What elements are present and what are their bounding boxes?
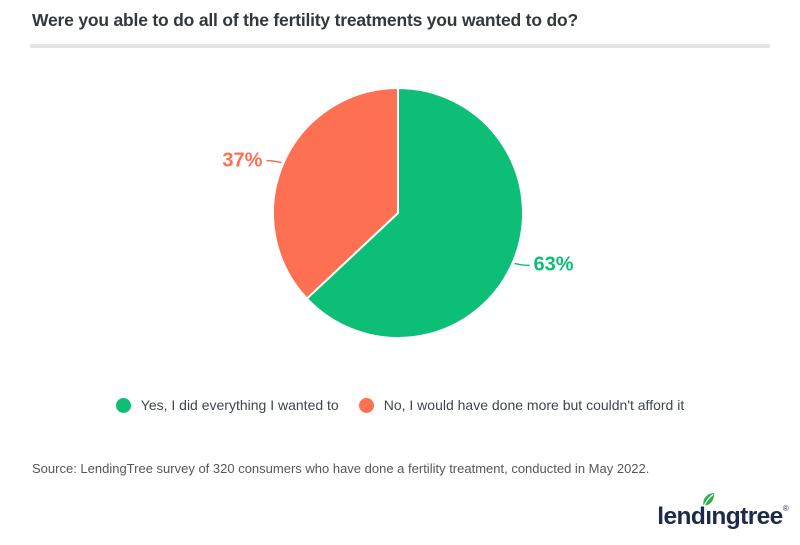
legend-item-1: No, I would have done more but couldn't … [358,397,685,413]
logo-text-post: ngtree [711,503,783,530]
slice-leader-line [514,262,530,267]
legend-dot-icon [115,397,131,413]
legend-dot-icon [358,397,374,413]
legend-label: Yes, I did everything I wanted to [140,397,339,413]
source-note: Source: LendingTree survey of 320 consum… [32,461,650,476]
pie-chart: 63% 37% [222,63,574,363]
logo-letter-i: ı [703,493,715,531]
pie-slice-0 [305,87,524,339]
pie-slice-1 [272,87,399,300]
chart-legend: Yes, I did everything I wanted to No, I w… [0,397,800,413]
slice-leader-line [266,159,282,164]
registered-mark: ® [782,504,789,513]
logo-text-pre: lend [657,503,706,530]
leaf-icon [703,493,715,507]
pie-svg [266,87,530,339]
legend-item-0: Yes, I did everything I wanted to [115,397,339,413]
lendingtree-logo: lendı ngtree® [657,493,789,531]
title-divider [30,44,770,48]
chart-title: Were you able to do all of the fertility… [32,10,578,30]
slice-label-1: 37% [222,149,263,172]
slice-label-0: 63% [533,253,574,276]
legend-label: No, I would have done more but couldn't … [383,397,685,413]
